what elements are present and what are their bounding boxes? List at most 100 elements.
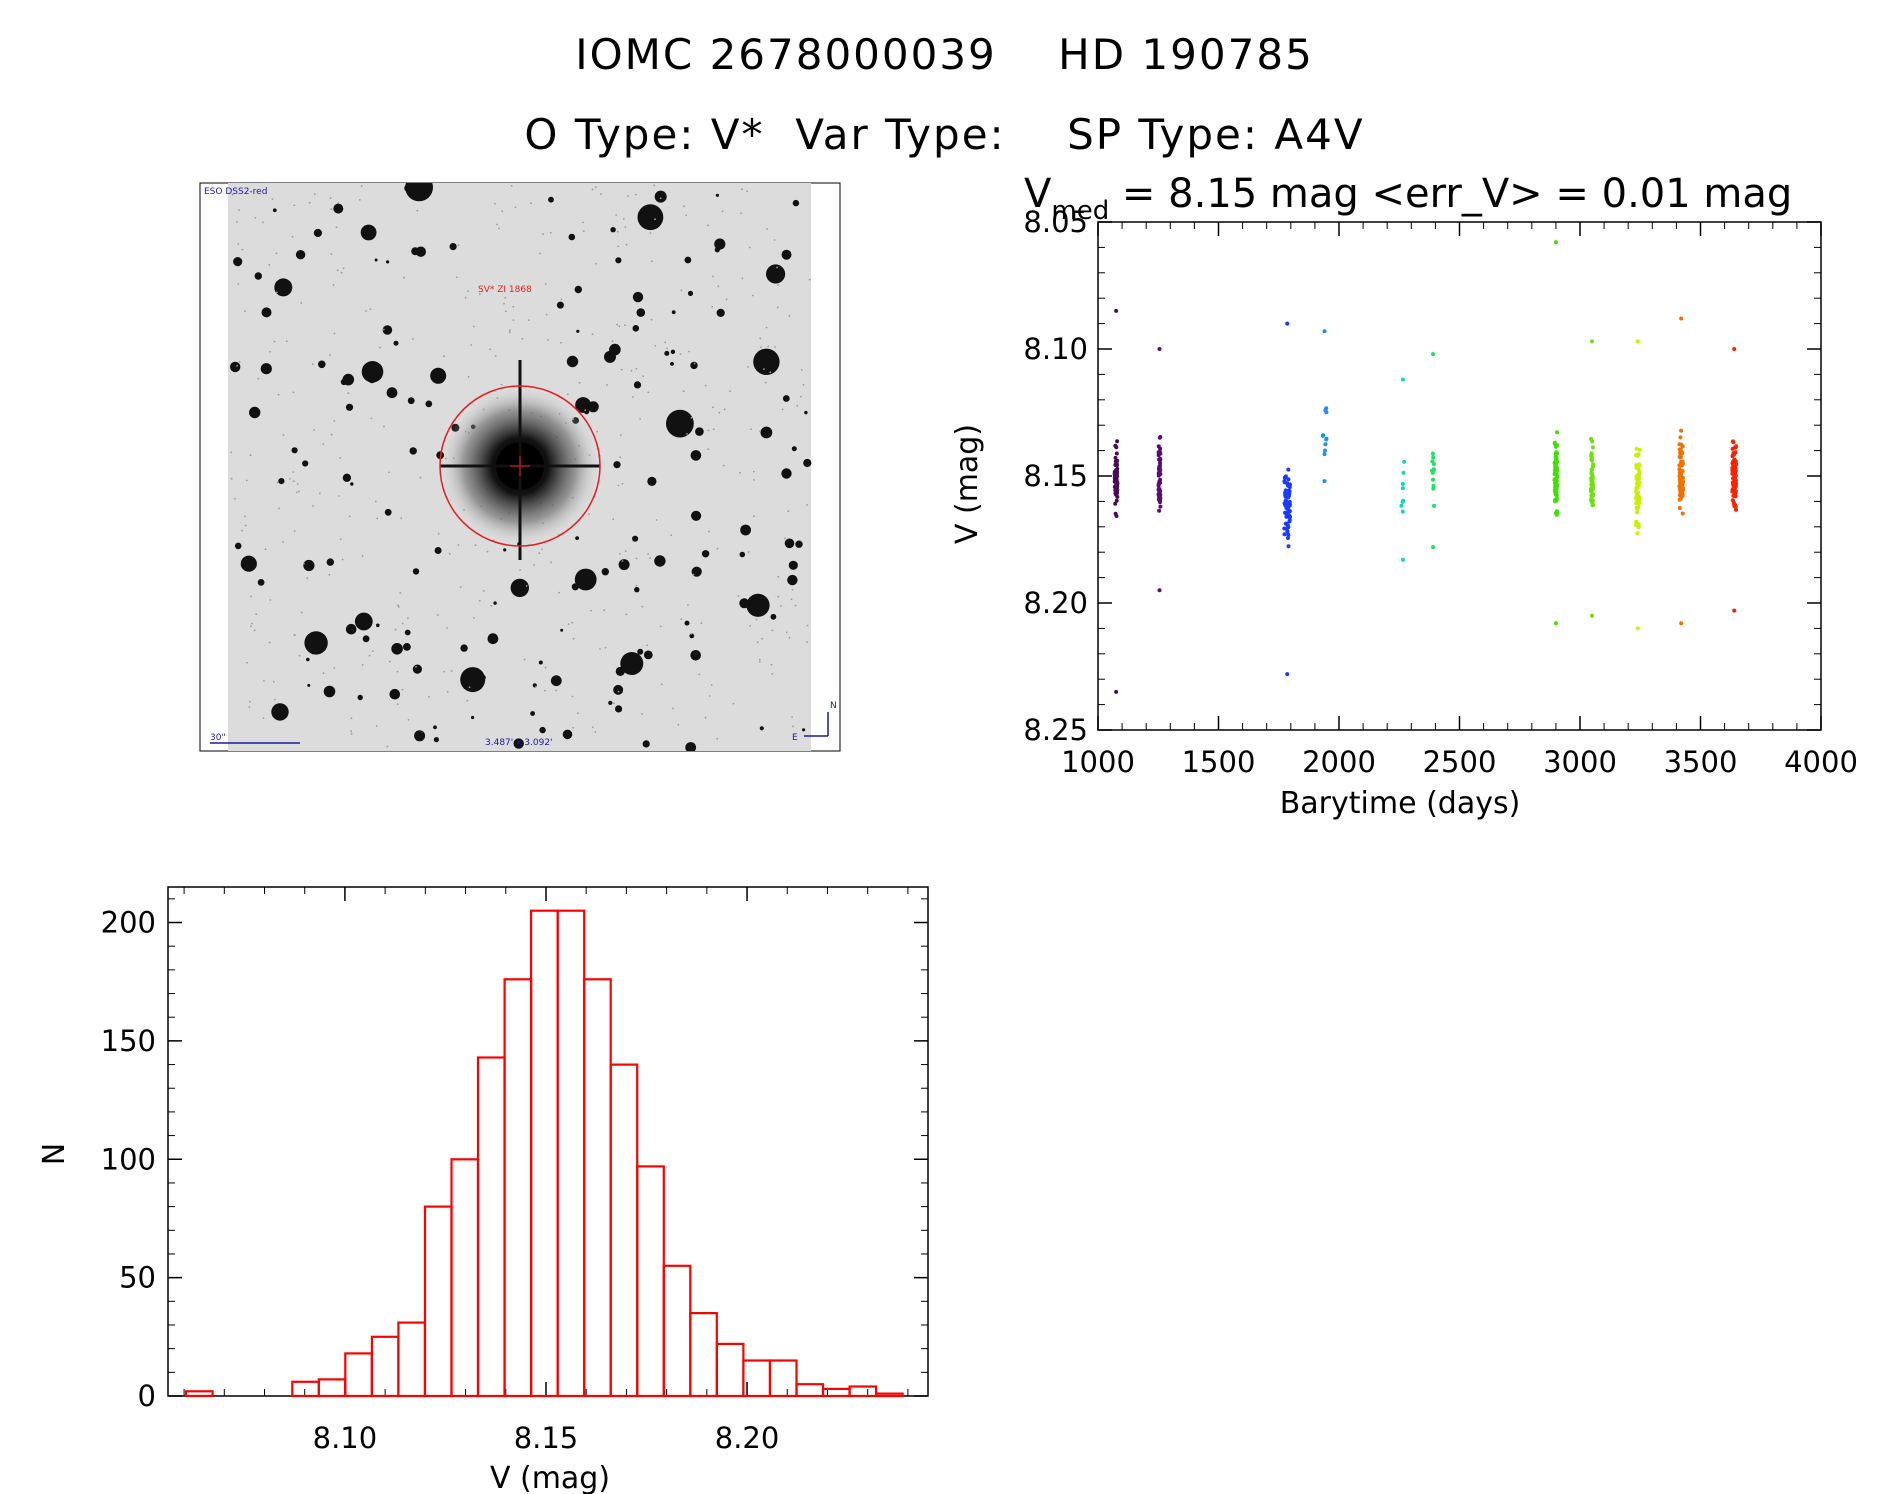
- field-star: [560, 628, 564, 632]
- sky-noise: [777, 595, 780, 598]
- sky-noise: [400, 517, 403, 519]
- field-star: [234, 542, 242, 550]
- sky-noise: [401, 622, 404, 625]
- sky-noise: [312, 505, 314, 507]
- sky-noise: [370, 417, 373, 420]
- field-star: [739, 551, 746, 558]
- sky-noise: [521, 337, 524, 340]
- lc-point: [1636, 473, 1641, 478]
- lc-xtick-label: 2000: [1302, 745, 1376, 779]
- lc-point: [1324, 406, 1329, 411]
- histogram-bars: [185, 909, 904, 1398]
- field-star: [701, 550, 710, 558]
- sky-noise: [337, 202, 339, 204]
- sky-noise: [282, 434, 285, 436]
- sky-noise: [300, 302, 303, 304]
- lc-point: [1636, 477, 1641, 482]
- field-star: [274, 278, 293, 297]
- field-star: [784, 538, 795, 549]
- field-star: [230, 361, 241, 373]
- sky-noise: [298, 490, 300, 493]
- target-label: SV* ZI 1868: [478, 285, 532, 295]
- sky-noise: [466, 699, 469, 702]
- hist-ytick-label: 150: [101, 1024, 156, 1058]
- lc-point: [1553, 485, 1558, 490]
- light-curve-axes: 1000 1500 2000 2500 3000 3500 4000 8.05 8.10 8.15…: [1023, 205, 1857, 779]
- sky-noise: [489, 348, 492, 351]
- lc-point: [1553, 621, 1558, 626]
- field-star: [568, 233, 576, 241]
- lc-point: [1285, 321, 1290, 326]
- field-star: [257, 579, 265, 586]
- lc-series-season-9: [1633, 339, 1642, 631]
- sky-noise: [787, 510, 790, 513]
- lc-point: [1589, 458, 1594, 463]
- field-star: [306, 657, 310, 662]
- field-star: [770, 613, 777, 620]
- sky-noise: [544, 283, 547, 285]
- lc-series-season-11: [1730, 347, 1739, 613]
- sky-noise: [379, 346, 381, 349]
- sky-noise: [328, 573, 331, 576]
- field-star: [670, 362, 674, 366]
- field-star: [357, 694, 363, 701]
- sky-noise: [773, 239, 776, 241]
- sky-noise: [244, 310, 246, 312]
- sky-noise: [686, 433, 688, 435]
- lc-point: [1431, 477, 1435, 482]
- sky-noise: [698, 673, 701, 676]
- lc-point: [1156, 471, 1161, 476]
- field-star: [295, 250, 306, 260]
- sky-noise: [504, 296, 507, 299]
- sky-noise: [710, 684, 713, 686]
- lc-point: [1678, 490, 1683, 495]
- lc-point: [1733, 445, 1738, 450]
- sky-noise: [339, 538, 342, 540]
- lc-point: [1282, 480, 1287, 485]
- field-star: [562, 729, 573, 740]
- sky-noise: [419, 476, 422, 479]
- sky-noise: [759, 430, 761, 433]
- histogram-frame: [167, 886, 929, 1397]
- lc-point: [1731, 458, 1736, 463]
- sky-noise: [788, 315, 791, 317]
- sky-noise: [758, 658, 761, 661]
- field-star: [304, 631, 328, 655]
- field-star: [695, 427, 704, 436]
- lc-point: [1402, 459, 1407, 464]
- lc-point: [1731, 466, 1736, 471]
- sky-noise: [802, 383, 805, 386]
- field-star: [303, 559, 315, 572]
- sky-noise: [446, 690, 449, 693]
- field-star: [412, 568, 420, 575]
- sky-noise: [611, 340, 614, 343]
- lc-point: [1679, 428, 1684, 433]
- sky-noise: [718, 411, 721, 414]
- sky-noise: [397, 604, 399, 607]
- lc-series-season-4: [1320, 329, 1329, 484]
- lc-series-season-1: [1112, 308, 1120, 694]
- sky-noise: [292, 391, 295, 394]
- sky-noise: [641, 713, 643, 715]
- sky-noise: [752, 294, 754, 297]
- sky-noise: [672, 707, 674, 710]
- lc-point: [1431, 462, 1436, 466]
- field-star: [637, 648, 644, 655]
- field-star: [433, 725, 437, 730]
- sky-noise: [275, 252, 278, 255]
- field-star: [460, 667, 486, 693]
- sky-noise: [550, 561, 552, 564]
- hist-bar: [556, 909, 586, 1398]
- sky-noise: [753, 479, 755, 481]
- sky-noise: [759, 337, 762, 340]
- sky-noise: [313, 193, 316, 196]
- sky-noise: [496, 223, 498, 226]
- sky-noise: [770, 663, 773, 666]
- sky-noise: [512, 319, 515, 321]
- sky-noise: [808, 278, 811, 281]
- sky-noise: [716, 737, 719, 740]
- sky-noise: [292, 471, 295, 473]
- sky-noise: [711, 305, 714, 308]
- lc-point: [1113, 459, 1118, 464]
- finding-chart-image: ESO DSS2-red SV* ZI 1868 30" 3.487' x 3.…: [199, 182, 841, 752]
